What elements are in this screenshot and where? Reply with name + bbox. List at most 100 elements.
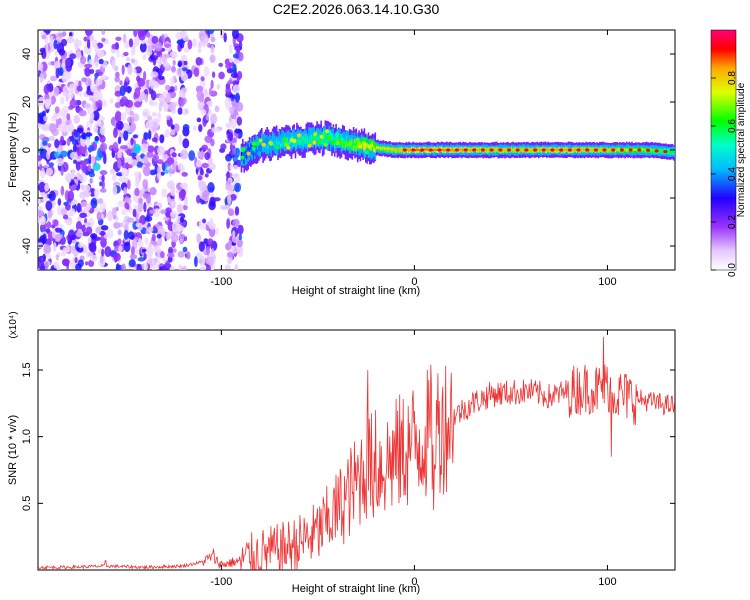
heat-cell: [116, 95, 121, 103]
heat-cell: [168, 168, 174, 175]
heat-cell: [202, 221, 206, 231]
heat-cell: [225, 86, 232, 95]
heat-cell: [90, 83, 98, 93]
heat-cell: [129, 254, 138, 260]
ridge-cell: [325, 135, 328, 140]
ridge-cell: [427, 148, 429, 151]
heat-cell: [200, 76, 205, 82]
heat-cell: [162, 61, 170, 68]
heat-cell: [232, 84, 241, 95]
ridge-cell: [278, 140, 281, 145]
heat-cell: [120, 112, 127, 122]
ridge-cell: [566, 148, 568, 152]
heat-cell: [179, 238, 184, 244]
ridge-cell: [485, 148, 487, 151]
heat-cell: [135, 175, 140, 185]
heat-cell: [100, 74, 107, 80]
ridge-blob: [307, 143, 312, 148]
heat-cell: [169, 51, 178, 58]
ridge-cell: [277, 136, 279, 147]
ridge-cell: [312, 134, 314, 139]
ridge-cell: [632, 148, 635, 151]
heat-cell: [127, 231, 135, 240]
heat-cell: [202, 218, 207, 224]
ridge-cell: [261, 141, 263, 146]
heat-cell: [136, 75, 141, 82]
heat-cell: [182, 204, 188, 211]
ridge-cell: [640, 148, 643, 151]
heat-cell: [101, 174, 105, 182]
heat-cell: [92, 162, 101, 171]
heat-cell: [158, 94, 166, 103]
heat-cell: [132, 134, 138, 139]
spectrogram-heat: [38, 30, 675, 270]
heat-cell: [194, 256, 198, 268]
ridge-cell: [440, 149, 443, 152]
heat-cell: [49, 35, 54, 45]
heat-cell: [199, 255, 206, 266]
heat-cell: [143, 132, 150, 141]
spectrogram-x-label: Height of straight line (km): [292, 285, 420, 297]
heat-cell: [97, 50, 105, 58]
ridge-cell: [290, 132, 293, 143]
snr-axes: -100 0 100 0.5 1.0 1.5: [21, 330, 675, 588]
heat-cell: [121, 208, 127, 216]
ridge-blob: [312, 140, 317, 145]
ridge-cell: [523, 149, 525, 152]
heat-cell: [200, 109, 207, 116]
ridge-cell: [505, 148, 508, 151]
heat-cell: [111, 59, 116, 70]
heat-cell: [178, 89, 184, 98]
ridge-peak: [611, 148, 616, 152]
heat-cell: [158, 102, 162, 112]
ridge-cell: [536, 148, 539, 151]
ridge-cell: [512, 148, 514, 151]
ridge-cell: [494, 149, 497, 152]
heat-cell: [238, 233, 242, 241]
heat-cell: [60, 208, 68, 215]
snr-series-line: [38, 336, 675, 570]
heat-cell: [67, 190, 75, 202]
snr-y-tick-label: 1.5: [21, 362, 33, 377]
heat-cell: [117, 229, 122, 236]
heat-cell: [227, 239, 232, 250]
ridge-cell: [537, 148, 540, 151]
ridge-cell: [501, 148, 504, 151]
heat-cell: [130, 246, 135, 256]
heat-cell: [226, 67, 234, 74]
ridge-cell: [582, 148, 585, 152]
ridge-cell: [292, 136, 294, 141]
ridge-cell: [425, 148, 428, 151]
ridge-cell: [608, 149, 610, 152]
heat-cell: [54, 227, 63, 233]
heat-cell: [85, 261, 89, 266]
ridge-peak: [515, 148, 520, 152]
ridge-peak: [654, 149, 659, 153]
heat-cell: [53, 242, 57, 253]
ridge-cell: [597, 148, 599, 151]
heat-cell: [81, 77, 87, 83]
heat-cell: [170, 200, 175, 206]
heat-cell: [230, 118, 237, 129]
ridge-cell: [374, 148, 377, 153]
heat-cell: [54, 138, 60, 149]
ridge-cell: [625, 149, 628, 152]
heat-cell: [237, 224, 244, 235]
heat-cell: [85, 226, 93, 235]
ridge-cell: [348, 142, 351, 147]
heat-cell: [78, 242, 84, 249]
heat-cell: [199, 266, 206, 270]
heat-cell: [201, 162, 209, 169]
ridge-cell: [315, 135, 317, 140]
ridge-cell: [377, 146, 379, 149]
ridge-blob: [240, 155, 245, 160]
ridge-cell: [375, 146, 378, 149]
ridge-cell: [650, 148, 652, 151]
heat-cell: [224, 58, 231, 66]
heat-cell: [157, 56, 161, 66]
ridge-cell: [598, 149, 601, 152]
heat-cell: [126, 85, 132, 94]
heat-cell: [60, 150, 68, 158]
ridge-cell: [479, 148, 482, 151]
ridge-blob: [251, 146, 256, 151]
